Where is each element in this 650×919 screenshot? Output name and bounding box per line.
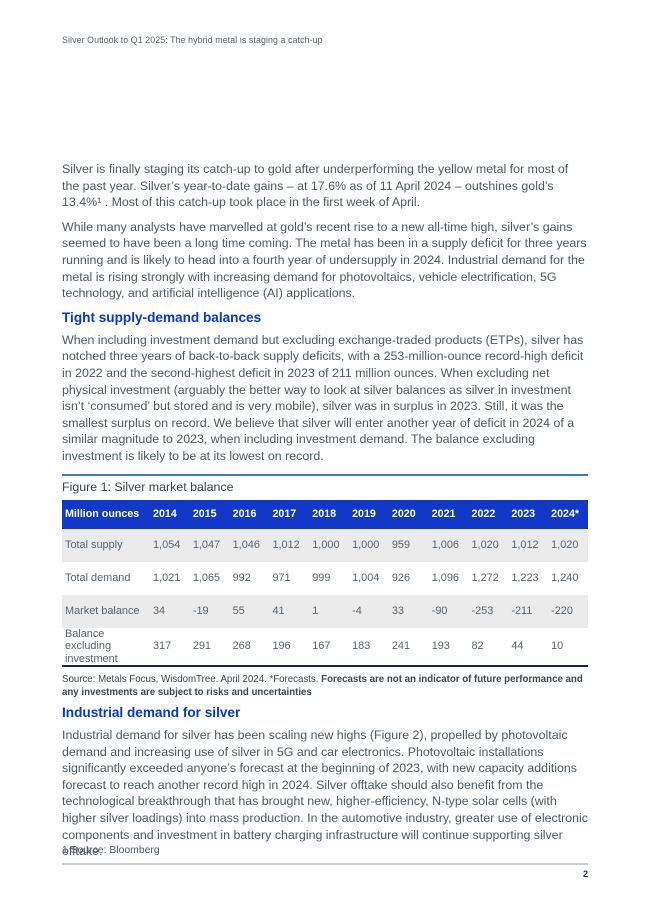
value-cell: 44: [508, 627, 549, 667]
value-cell: 1,000: [312, 538, 340, 551]
value-cell: 193: [428, 627, 469, 667]
value-cell: -90: [431, 604, 448, 617]
year-header-cell: 2024*: [548, 499, 588, 529]
value-cell: 1,000: [352, 538, 380, 551]
value-cell: 1,272: [471, 571, 499, 584]
source-text-bold: Forecasts are not an indicator of future…: [62, 674, 583, 698]
section-heading-supply-demand: Tight supply-demand balances: [62, 309, 262, 325]
value-cell: 1,047: [192, 538, 221, 551]
year-header-cell: 2020: [388, 499, 429, 529]
value-cell: 241: [388, 627, 429, 667]
value-cell: 1,012: [511, 538, 539, 551]
value-cell: 971: [272, 571, 291, 584]
value-cell: 1,006: [431, 538, 459, 551]
table-row: Market balance 34 -19 55 41 1 -4 33 -90 -253 -211 -…: [62, 594, 588, 628]
year-header-cell: 2014: [150, 499, 190, 529]
value-cell: 1,096: [431, 571, 459, 584]
page-number: 2: [582, 869, 588, 879]
value-cell: 183: [349, 627, 389, 667]
value-cell: 1,020: [471, 538, 499, 551]
footer-divider: [62, 863, 588, 865]
running-header: Silver Outlook to Q1 2025: The hybrid me…: [62, 35, 323, 45]
value-cell: 1,223: [511, 571, 539, 584]
year-header-cell: 2023: [508, 499, 549, 529]
table-body: Total supply 1,054 1,047 1,046 1,012 1,000 1,0…: [62, 528, 588, 667]
page-content: Silver is finally staging its catch-up t…: [62, 161, 588, 868]
figure-1-block: Figure 1: Silver market balance Million …: [62, 473, 588, 700]
row-label: Total supply: [65, 538, 123, 551]
figure-source-note: Source: Metals Focus, WisdomTree. April …: [62, 673, 588, 699]
value-cell: 1,012: [272, 538, 300, 551]
value-cell: 1: [312, 604, 319, 617]
value-cell: 1,065: [192, 571, 221, 584]
year-header-cell: 2021: [428, 499, 469, 529]
footnote-bloomberg: 1 Source: Bloomberg: [62, 845, 160, 856]
units-header-cell: Million ounces: [62, 499, 150, 529]
section-heading-industrial-demand: Industrial demand for silver: [62, 705, 241, 720]
year-header-cell: 2016: [229, 499, 270, 529]
table-row: Total demand 1,021 1,065 992 971 999 1,004 926 1…: [62, 562, 588, 595]
value-cell: 317: [150, 627, 190, 667]
value-cell: -253: [471, 604, 494, 617]
year-header-cell: 2015: [189, 499, 230, 529]
value-cell: 1,054: [153, 538, 181, 551]
value-cell: 1,046: [232, 538, 260, 551]
row-label: Market balance: [65, 604, 140, 617]
year-header-cell: 2022: [468, 499, 509, 529]
value-cell: 268: [229, 627, 270, 667]
year-header-cell: 2019: [349, 499, 389, 529]
row-label: Total demand: [65, 571, 131, 584]
silver-market-balance-table: Million ounces 2014 2015 2016 2017 2018 2019 20…: [62, 499, 588, 668]
table-head: Million ounces 2014 2015 2016 2017 2018 2019 20…: [62, 499, 588, 529]
year-header-cell: 2017: [269, 499, 310, 529]
paragraph-intro: Silver is finally staging its catch-up t…: [62, 162, 569, 210]
table-row: Total supply 1,054 1,047 1,046 1,012 1,000 1,0…: [62, 528, 588, 562]
value-cell: 1,020: [551, 538, 579, 551]
year-header-cell: 2018: [309, 499, 350, 529]
value-cell: 1,240: [551, 571, 579, 584]
value-cell: 34: [153, 604, 166, 617]
value-cell: 1,004: [352, 571, 380, 584]
value-cell: 55: [232, 604, 245, 617]
source-text-regular: Source: Metals Focus, WisdomTree. April …: [62, 674, 322, 685]
value-cell: 167: [309, 627, 350, 667]
value-cell: 82: [468, 627, 509, 667]
value-cell: 41: [272, 604, 285, 617]
value-cell: 999: [312, 571, 331, 584]
value-cell: -4: [352, 604, 362, 617]
value-cell: 992: [232, 571, 251, 584]
paragraph-industrial: Industrial demand for silver has been sc…: [62, 728, 588, 859]
value-cell: 196: [269, 627, 310, 667]
value-cell: 1,021: [153, 571, 181, 584]
value-cell: 291: [189, 627, 230, 667]
value-cell: -19: [192, 604, 209, 617]
value-cell: 959: [391, 538, 411, 551]
paragraph-analysts: While many analysts have marvelled at go…: [62, 219, 587, 301]
row-label: Balance excluding investment: [62, 627, 150, 667]
value-cell: 10: [548, 627, 588, 667]
value-cell: 33: [391, 604, 404, 617]
table-header-row: Million ounces 2014 2015 2016 2017 2018 2019 20…: [62, 499, 588, 529]
value-cell: -211: [511, 604, 533, 617]
value-cell: -220: [551, 604, 573, 617]
paragraph-balances: When including investment demand but exc…: [62, 332, 584, 463]
figure-caption: Figure 1: Silver market balance: [62, 479, 234, 494]
value-cell: 926: [391, 571, 411, 584]
table-row: Balance excluding investment 317 291 268 196…: [62, 627, 588, 667]
